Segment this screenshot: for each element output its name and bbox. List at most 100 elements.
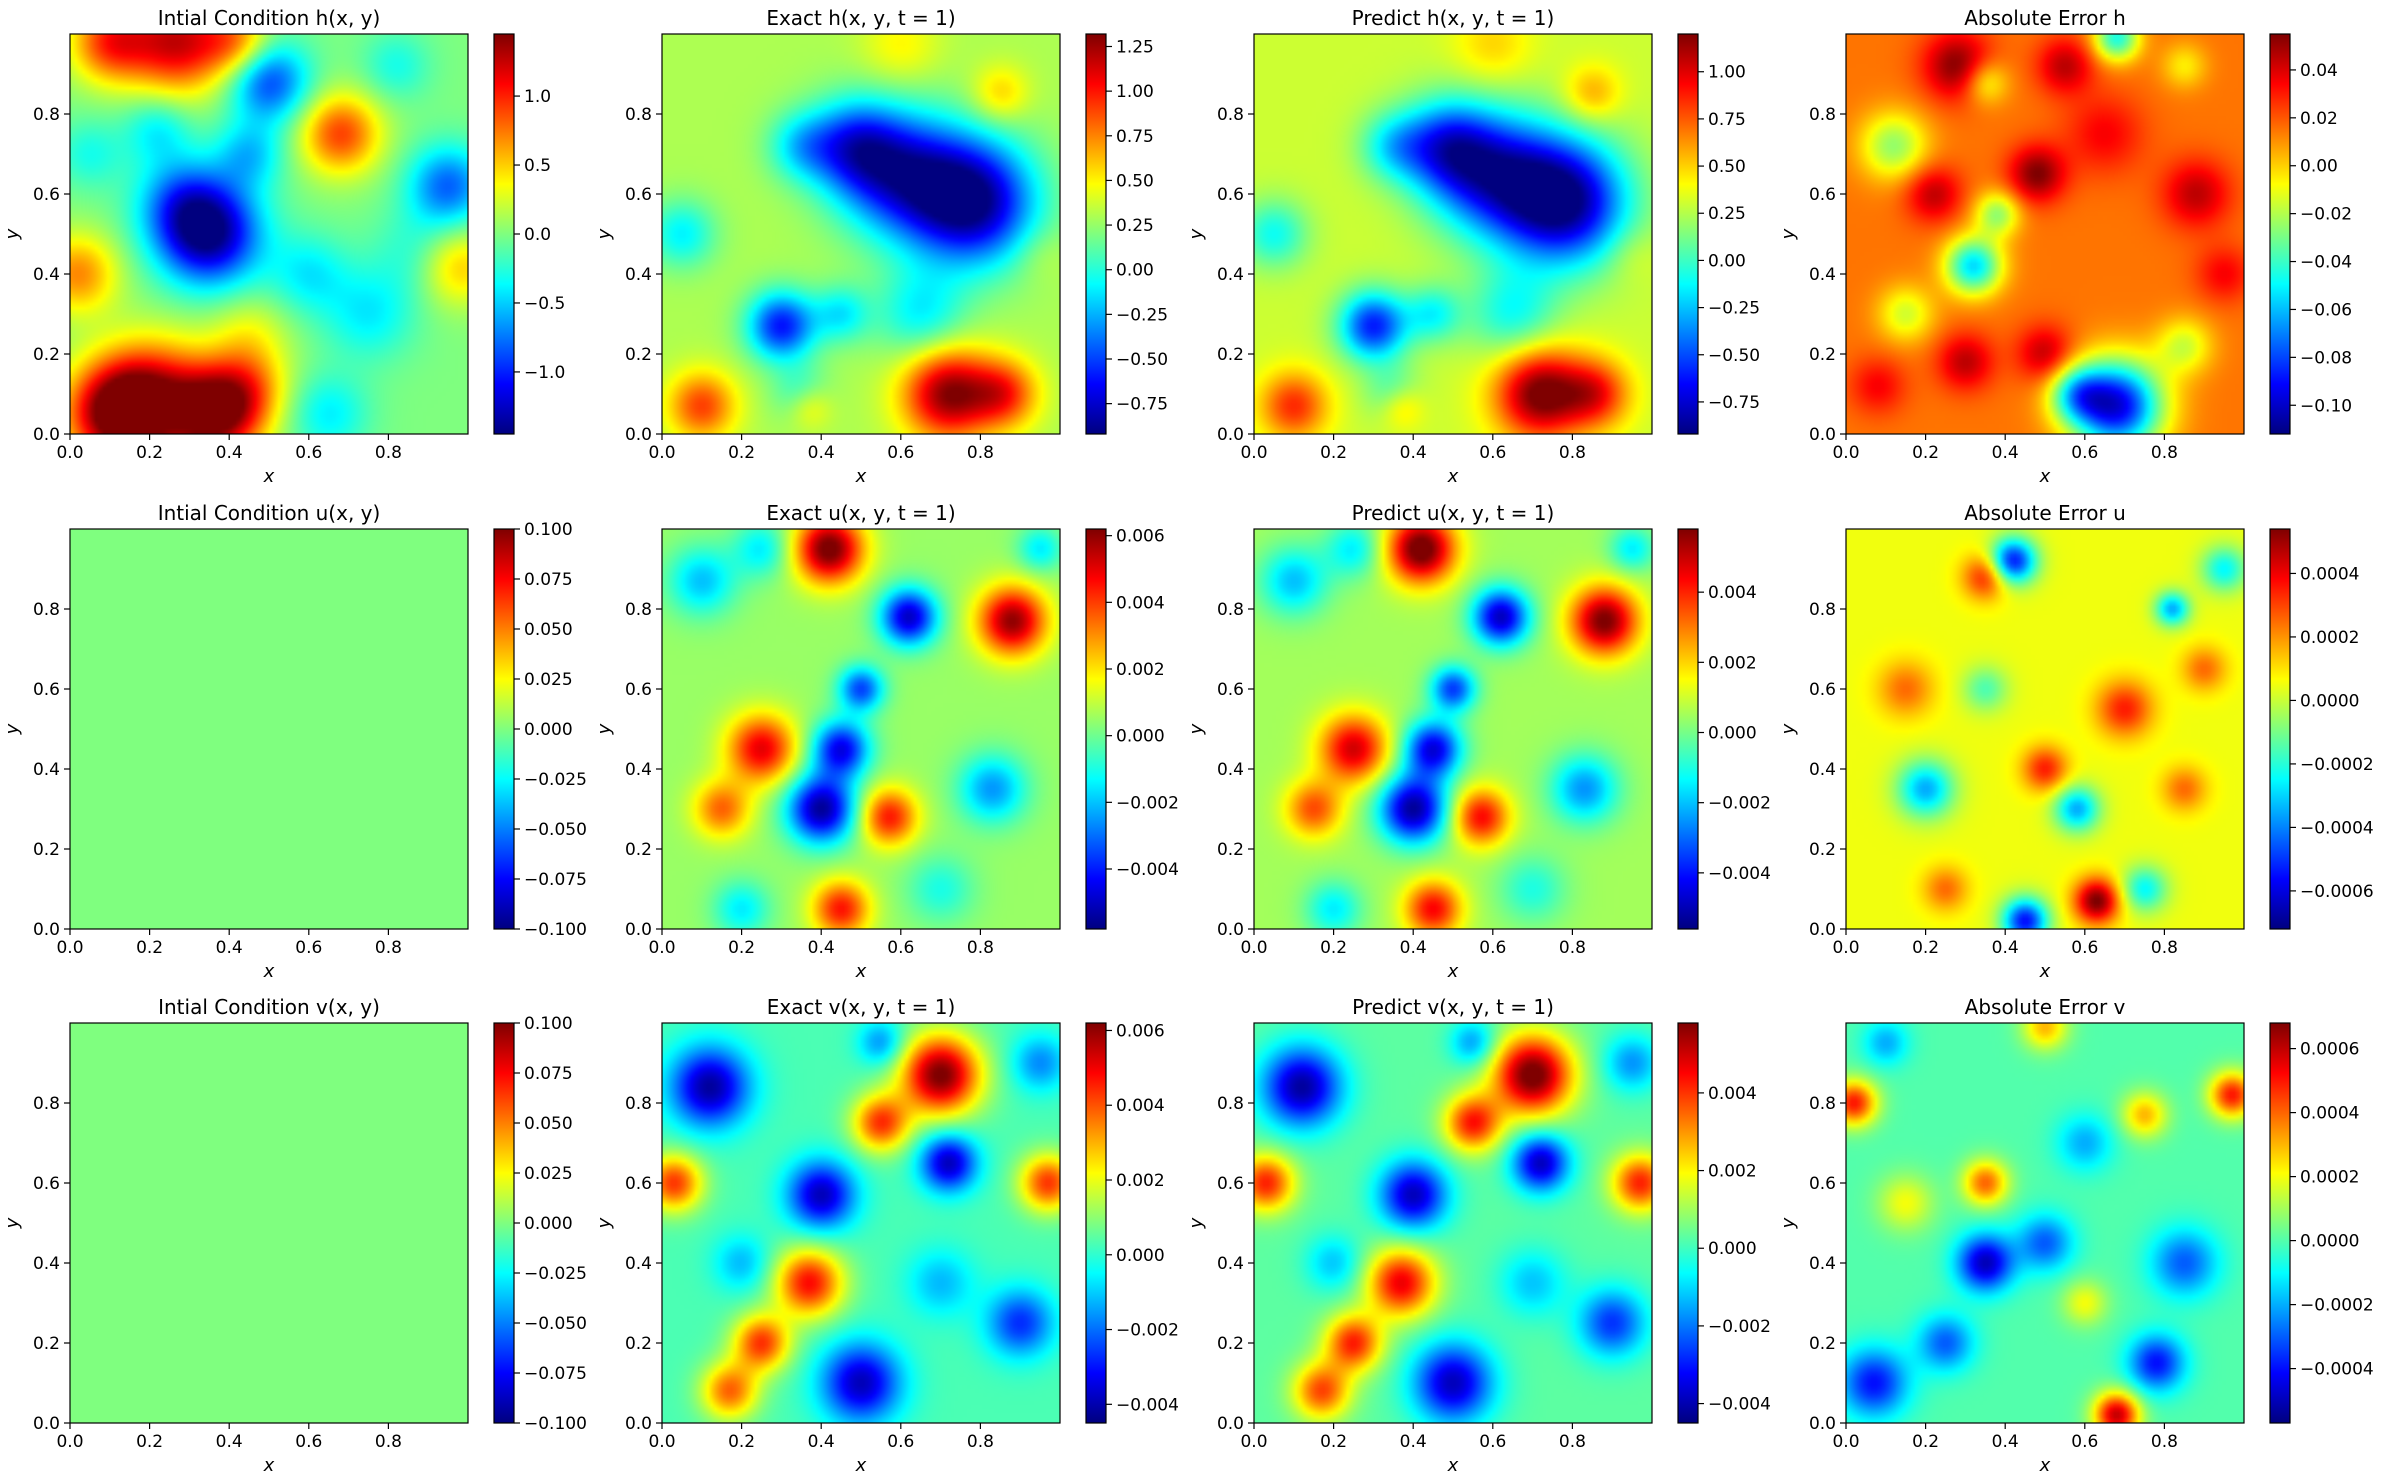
y-tick-label: 0.6: [33, 680, 60, 700]
colorbar-tick-label: 0.002: [1116, 660, 1165, 680]
y-tick-label: 0.6: [625, 1174, 652, 1194]
x-tick-label: 0.0: [1240, 443, 1267, 463]
colorbar-tick-label: 0.75: [1708, 110, 1746, 130]
colorbar-tick-label: 0.0006: [2300, 1040, 2359, 1060]
y-axis-label: y: [1778, 1217, 1799, 1229]
colorbar-tick-label: 1.25: [1116, 38, 1154, 58]
y-axis-label: y: [594, 723, 615, 735]
y-tick-label: 0.6: [1217, 680, 1244, 700]
colorbar-tick-label: −1.0: [524, 363, 565, 383]
y-axis-label: y: [594, 1217, 615, 1229]
y-tick-label: 0.0: [1809, 1414, 1836, 1434]
x-tick-label: 0.4: [1992, 1432, 2019, 1452]
colorbar-tick-label: −0.25: [1708, 299, 1760, 319]
colorbar-tick-label: 0.00: [2300, 157, 2338, 177]
colorbar-tick-label: −0.075: [524, 870, 587, 890]
y-tick-label: 0.6: [1809, 185, 1836, 205]
x-tick-label: 0.6: [2071, 938, 2098, 958]
colorbar-tick-label: 0.004: [1708, 1084, 1757, 1104]
colorbar-tick-label: −0.002: [1116, 793, 1179, 813]
colorbar-tick-label: −0.0002: [2300, 1296, 2374, 1316]
plot-frame: [1253, 1022, 1653, 1424]
y-tick-label: 0.8: [33, 105, 60, 125]
panel-u0: Intial Condition u(x, y) 0.0 0.2 0.4 0.6 0.8 0…: [2, 501, 587, 982]
colorbar-tick-label: −0.004: [1708, 864, 1771, 884]
y-tick-label: 0.2: [1809, 1334, 1836, 1354]
colorbar-tick-label: −0.050: [524, 1314, 587, 1334]
colorbar-tick-label: −0.50: [1708, 346, 1760, 366]
y-tick-label: 0.6: [33, 185, 60, 205]
y-tick-label: 0.0: [1217, 920, 1244, 940]
y-tick-label: 0.4: [1217, 760, 1244, 780]
colorbar-tick-label: 0.00: [1116, 261, 1154, 281]
x-tick-label: 0.2: [728, 443, 755, 463]
plot-frame: [1845, 528, 2245, 930]
x-tick-label: 0.6: [1479, 443, 1506, 463]
y-tick-label: 0.2: [625, 1334, 652, 1354]
y-tick-label: 0.2: [1217, 345, 1244, 365]
y-tick-label: 0.0: [1809, 425, 1836, 445]
y-tick-label: 0.0: [33, 1414, 60, 1434]
panel-h0: Intial Condition h(x, y) 0.0 0.2 0.4 0.6 0.8 0…: [2, 6, 565, 487]
x-tick-label: 0.8: [967, 1432, 994, 1452]
y-tick-label: 0.0: [625, 920, 652, 940]
colorbar-tick-label: −0.004: [1116, 1395, 1179, 1415]
heatmap-image: [70, 1023, 468, 1423]
colorbar-tick-label: 0.050: [524, 1114, 573, 1134]
colorbar-tick-label: 0.000: [1116, 1246, 1165, 1266]
x-tick-label: 0.8: [1559, 1432, 1586, 1452]
x-tick-label: 0.4: [808, 443, 835, 463]
y-tick-label: 0.4: [33, 760, 60, 780]
x-tick-label: 0.6: [295, 1432, 322, 1452]
colorbar-tick-label: 0.0000: [2300, 691, 2359, 711]
y-tick-label: 0.2: [625, 345, 652, 365]
x-tick-label: 0.0: [56, 1432, 83, 1452]
colorbar-scale: [1085, 33, 1107, 435]
colorbar: −0.75 −0.50 −0.25 0.00 0.25 0.50 0.75 1.00 1.25: [1085, 33, 1168, 435]
y-tick-label: 0.6: [33, 1174, 60, 1194]
x-axis-label: x: [2039, 961, 2051, 982]
colorbar-scale: [2269, 528, 2291, 930]
y-tick-label: 0.8: [1217, 1094, 1244, 1114]
x-tick-label: 0.2: [1320, 938, 1347, 958]
panel-v_pred: Predict v(x, y, t = 1) 0.0 0.2 0.4 0.6 0.8 0.0…: [1186, 995, 1771, 1476]
y-tick-label: 0.4: [33, 1254, 60, 1274]
heatmap-image: [1846, 34, 2244, 434]
x-tick-label: 0.2: [728, 938, 755, 958]
y-tick-label: 0.8: [1217, 105, 1244, 125]
colorbar-tick-label: 0.00: [1708, 251, 1746, 271]
colorbar: −0.0004 −0.0002 0.0000 0.0002 0.0004 0.0006: [2269, 1022, 2374, 1424]
colorbar: −0.10 −0.08 −0.06 −0.04 −0.02 0.00 0.02 0.04: [2269, 33, 2352, 435]
y-tick-label: 0.0: [1217, 1414, 1244, 1434]
x-tick-label: 0.4: [216, 443, 243, 463]
y-tick-label: 0.4: [1809, 760, 1836, 780]
colorbar: −0.0006 −0.0004 −0.0002 0.0000 0.0002 0.0004: [2269, 528, 2374, 930]
colorbar-scale: [1677, 528, 1699, 930]
colorbar-tick-label: −0.0004: [2300, 1360, 2374, 1380]
heatmap-image: [662, 34, 1060, 434]
colorbar: −0.004 −0.002 0.000 0.002 0.004: [1677, 528, 1771, 930]
colorbar-tick-label: −0.025: [524, 1264, 587, 1284]
panel-title: Absolute Error u: [1964, 501, 2126, 525]
plot-frame: [1253, 33, 1653, 435]
x-tick-label: 0.4: [1992, 938, 2019, 958]
colorbar-tick-label: 0.006: [1116, 1021, 1165, 1041]
colorbar-scale: [1085, 1022, 1107, 1424]
y-tick-label: 0.4: [1217, 265, 1244, 285]
x-tick-label: 0.4: [1400, 938, 1427, 958]
colorbar-tick-label: 0.100: [524, 1014, 573, 1034]
x-tick-label: 0.0: [1832, 443, 1859, 463]
x-tick-label: 0.6: [887, 1432, 914, 1452]
colorbar-tick-label: 0.000: [1116, 727, 1165, 747]
x-tick-label: 0.8: [2151, 938, 2178, 958]
colorbar-tick-label: 0.000: [524, 720, 573, 740]
colorbar-tick-label: 0.5: [524, 156, 551, 176]
y-tick-label: 0.8: [33, 1094, 60, 1114]
colorbar-tick-label: 0.025: [524, 1164, 573, 1184]
panel-v0: Intial Condition v(x, y) 0.0 0.2 0.4 0.6 0.8 0…: [2, 995, 587, 1476]
colorbar-tick-label: −0.02: [2300, 205, 2352, 225]
x-tick-label: 0.2: [1320, 443, 1347, 463]
colorbar-tick-label: −0.100: [524, 920, 587, 940]
x-tick-label: 0.8: [375, 938, 402, 958]
x-tick-label: 0.2: [728, 1432, 755, 1452]
